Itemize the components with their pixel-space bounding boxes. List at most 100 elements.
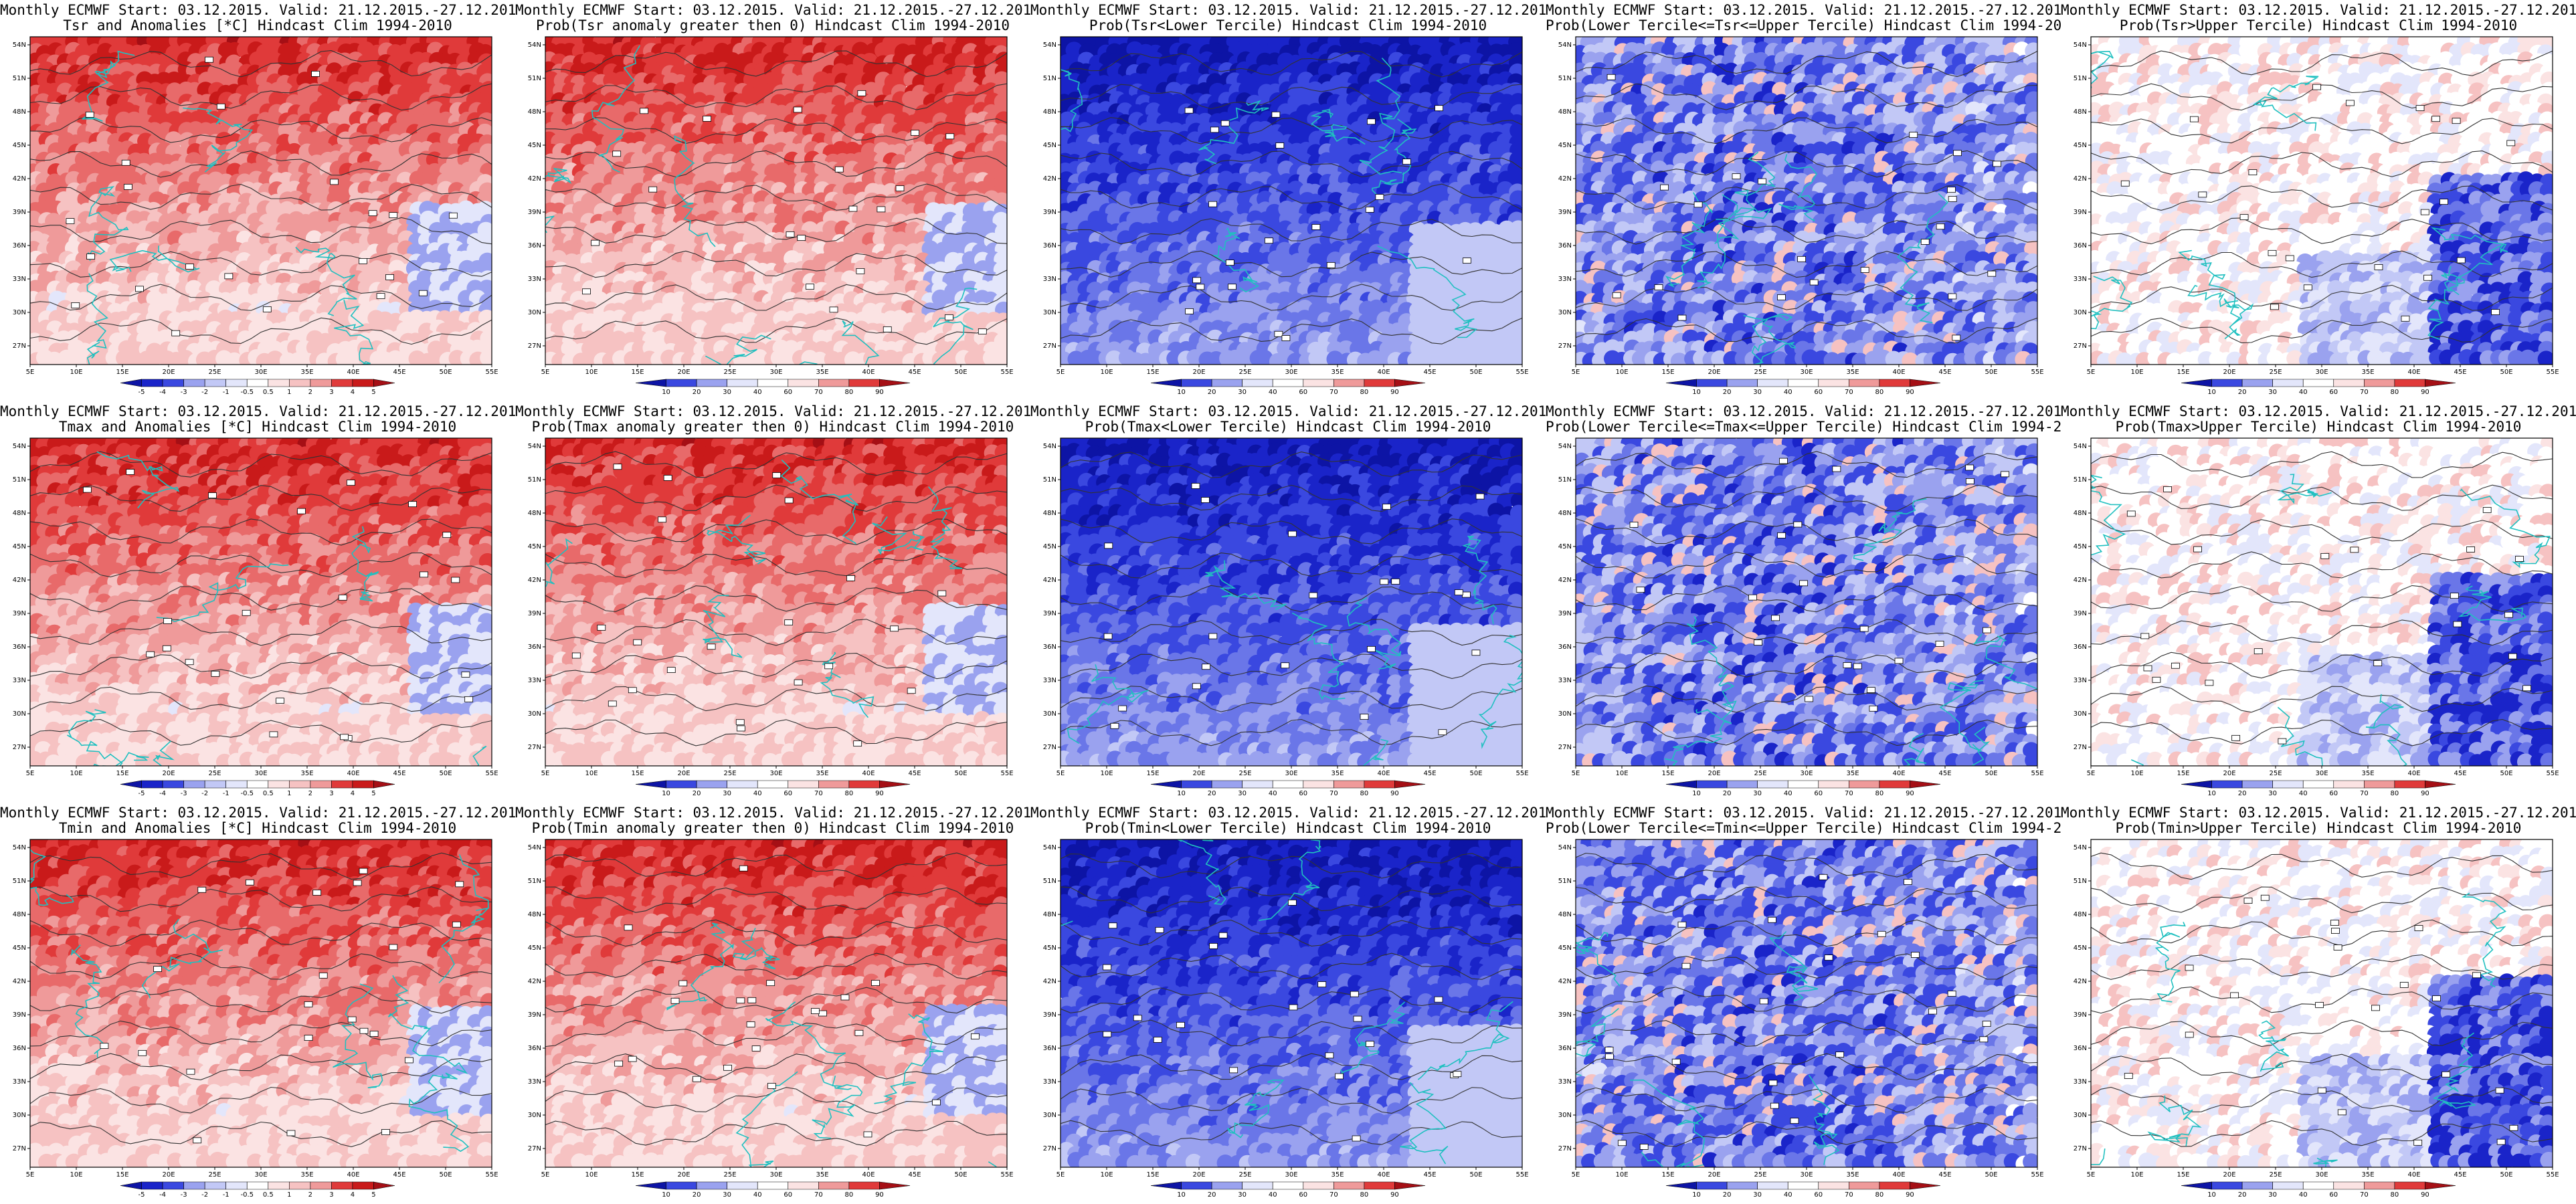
country-border: [2432, 1032, 2477, 1109]
colorbar-label: -3: [181, 790, 187, 797]
station-marker: [1103, 964, 1111, 971]
lon-tick-label: 55E: [1515, 369, 1528, 376]
contour-line: [30, 952, 492, 980]
station-marker: [614, 1060, 624, 1067]
country-border: [872, 516, 925, 556]
lon-tick-label: 20E: [2223, 369, 2235, 376]
country-border: [153, 740, 175, 766]
station-marker: [1265, 237, 1273, 244]
station-marker: [1748, 594, 1757, 601]
station-marker: [1843, 662, 1852, 668]
colorbar-segment: [757, 780, 789, 789]
lat-tick-label: 45N: [2074, 543, 2087, 550]
map-panel-r2-c3: Monthly ECMWF Start: 03.12.2015. Valid: …: [1546, 803, 2061, 1204]
colorbar-label: 10: [2207, 1191, 2216, 1199]
country-border: [1371, 118, 1417, 199]
station-marker: [863, 1131, 872, 1138]
country-border: [2147, 1095, 2202, 1146]
station-marker: [359, 1027, 369, 1034]
colorbar-label: 90: [1906, 1191, 1914, 1199]
lon-tick-label: 30E: [769, 1171, 782, 1179]
colorbar-segment: [1726, 780, 1758, 789]
lon-tick-label: 10E: [70, 1171, 82, 1179]
colorbar-segment: [1394, 780, 1426, 789]
lon-tick-label: 5E: [541, 770, 550, 777]
country-border: [798, 320, 880, 365]
lat-tick-label: 33N: [2074, 1078, 2087, 1086]
country-border: [2431, 227, 2508, 296]
panel-title-line2: Tsr and Anomalies [*C] Hindcast Clim 199…: [0, 17, 515, 33]
station-marker: [786, 231, 795, 237]
panel-title-line2: Prob(Lower Tercile<=Tsr<=Upper Tercile) …: [1546, 17, 2061, 33]
station-marker: [1824, 955, 1833, 961]
station-marker: [1758, 178, 1766, 185]
colorbar: 10 20 30 40 60 70 80 90: [1665, 1181, 1941, 1199]
station-marker: [2522, 685, 2531, 692]
colorbar-segment: [2364, 1181, 2395, 1190]
lon-tick-label: 20E: [1708, 369, 1720, 376]
lon-tick-label: 40E: [862, 770, 875, 777]
colorbar-label: 90: [2421, 790, 2429, 797]
station-marker: [1948, 196, 1957, 202]
station-marker: [628, 687, 637, 694]
station-marker: [1859, 625, 1869, 632]
station-marker: [2423, 274, 2432, 281]
station-marker: [408, 501, 417, 508]
station-marker: [1982, 1021, 1991, 1027]
colorbar-segment: [1665, 780, 1697, 789]
lon-tick-label: 30E: [254, 369, 267, 376]
station-marker: [2333, 944, 2342, 950]
station-marker: [162, 645, 171, 651]
contour-line: [1576, 619, 2037, 646]
lon-tick-label: 35E: [1846, 1171, 1859, 1179]
station-marker: [1866, 687, 1875, 693]
colorbar-segment: [162, 379, 184, 387]
station-marker: [1754, 639, 1763, 646]
station-marker: [2482, 507, 2492, 513]
colorbar-segment: [183, 1181, 205, 1190]
colorbar-label: 90: [875, 790, 884, 797]
lon-tick-label: 55E: [485, 369, 498, 376]
contour-line: [1576, 652, 2037, 679]
station-marker: [693, 1076, 701, 1082]
contour-line: [30, 50, 492, 78]
station-marker: [1462, 591, 1471, 598]
station-marker: [2312, 84, 2321, 90]
contour-line: [1576, 184, 2037, 211]
lat-tick-label: 54N: [13, 443, 26, 450]
station-marker: [1770, 1102, 1779, 1109]
country-border: [1664, 708, 1732, 766]
lat-tick-label: 30N: [1043, 309, 1056, 316]
colorbar-label: -0.5: [240, 1191, 254, 1199]
colorbar-segment: [352, 1181, 374, 1190]
colorbar-label: 10: [2207, 389, 2216, 396]
colorbar-label: -1: [223, 790, 229, 797]
map-canvas: 5E 10E 15E 20E 25E 30E 35E 40E 45E 50E 55E 54N 51N 48…: [1043, 437, 1529, 797]
lon-tick-label: 45E: [2454, 369, 2466, 376]
contour-line: [545, 619, 1007, 646]
colorbar-segment: [204, 780, 226, 789]
station-marker: [2126, 510, 2136, 517]
station-marker: [418, 290, 428, 296]
lat-tick-label: 45N: [13, 142, 26, 149]
colorbar-label: 60: [1299, 790, 1307, 797]
lon-tick-label: 45E: [2454, 770, 2466, 777]
lon-tick-label: 50E: [954, 369, 967, 376]
station-marker: [678, 980, 688, 987]
lat-tick-label: 54N: [528, 844, 541, 851]
station-marker: [970, 1033, 980, 1039]
station-marker: [2496, 1138, 2506, 1145]
colorbar-segment: [1910, 1181, 1941, 1190]
contour-line: [30, 251, 492, 278]
contour-line: [1061, 1087, 1522, 1114]
country-border: [71, 944, 106, 1058]
station-marker: [1947, 991, 1956, 997]
lon-tick-label: 10E: [585, 369, 597, 376]
contour-line: [1061, 585, 1522, 613]
colorbar-segment: [2211, 379, 2243, 387]
lat-tick-label: 27N: [1558, 342, 1572, 350]
map-field: [1061, 438, 1522, 766]
country-border: [591, 45, 640, 173]
station-marker: [171, 330, 181, 336]
lon-tick-label: 45E: [1938, 770, 1951, 777]
